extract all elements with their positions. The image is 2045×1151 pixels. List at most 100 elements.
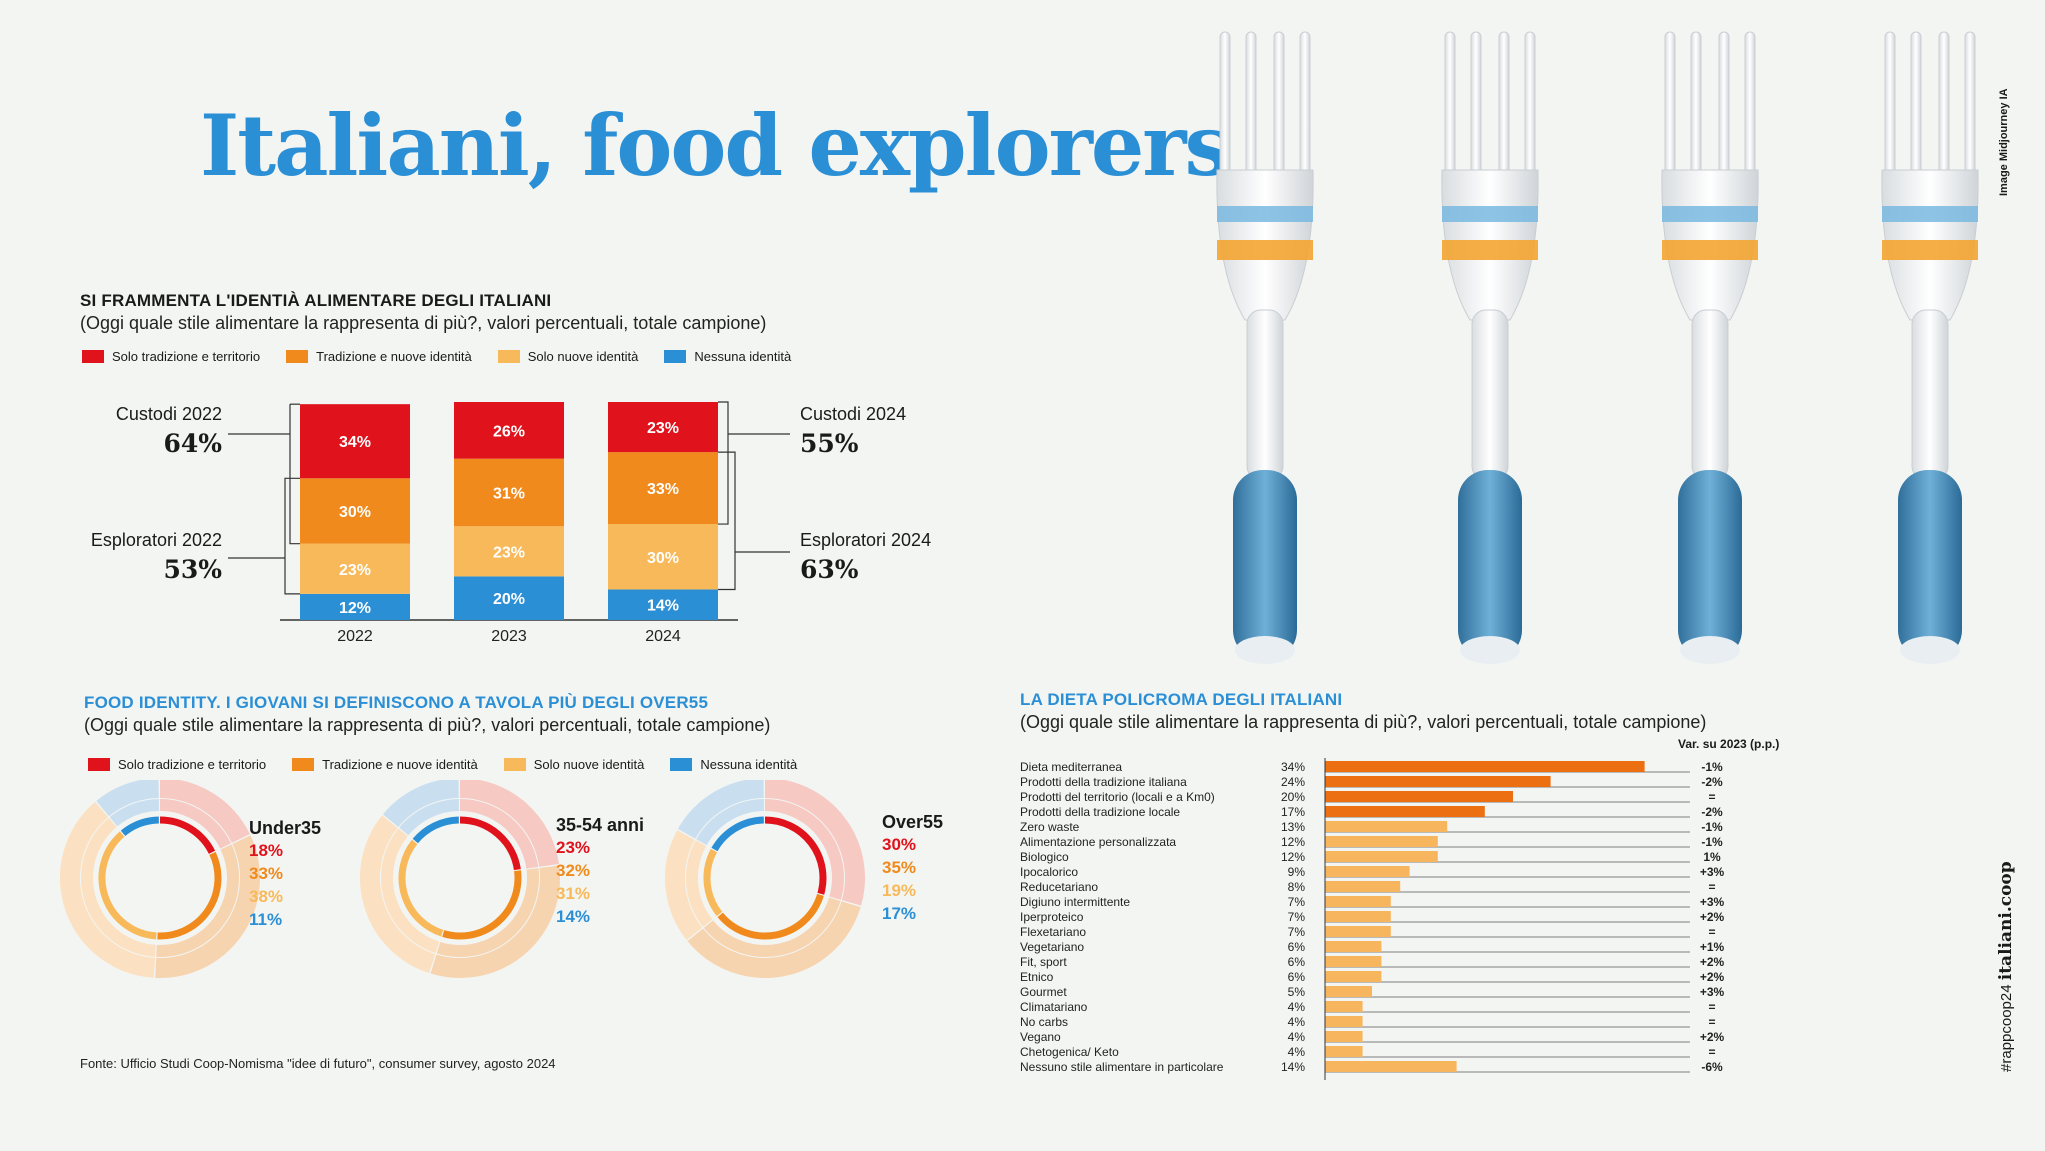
value-label: 8% xyxy=(1288,880,1306,894)
variation-label: -1% xyxy=(1701,760,1723,774)
bar-data-label: 23% xyxy=(339,562,371,579)
ring-segment xyxy=(764,816,827,895)
ring-segment xyxy=(159,816,216,854)
ring-segment-faint xyxy=(703,897,841,957)
hbar xyxy=(1325,1016,1363,1027)
bar-data-label: 33% xyxy=(647,481,679,498)
variation-label: +2% xyxy=(1700,1030,1725,1044)
legend-swatch-light-orange xyxy=(497,350,520,363)
ring-segment-faint xyxy=(430,865,560,978)
legend-swatch-blue xyxy=(670,758,693,771)
bar-segment xyxy=(608,589,718,620)
hbar xyxy=(1325,956,1382,967)
ring-segment-faint xyxy=(155,835,260,978)
hbar xyxy=(1325,911,1391,922)
ring-segment-faint xyxy=(436,868,539,957)
legend-item: Solo tradizione e territorio xyxy=(82,349,260,364)
ring-charts xyxy=(60,780,865,978)
ring-segment xyxy=(398,839,444,937)
hbar xyxy=(1325,836,1438,847)
ring-segment xyxy=(157,851,222,940)
legend-item: Nessuna identità xyxy=(664,349,791,364)
variation-label: 1% xyxy=(1703,850,1721,864)
variation-label: +1% xyxy=(1700,940,1725,954)
category-label: Iperproteico xyxy=(1020,910,1084,924)
image-credit: Image Midjourney IA xyxy=(1998,88,2010,196)
value-label: 12% xyxy=(1281,835,1305,849)
category-label: Digiuno intermittente xyxy=(1020,895,1130,909)
ring-segment-faint xyxy=(696,799,765,846)
variation-label: = xyxy=(1708,790,1715,804)
ring-segment xyxy=(459,816,521,871)
ring-segment xyxy=(717,893,824,940)
ring-value-label: 31% xyxy=(556,884,591,903)
variation-label: +3% xyxy=(1700,985,1725,999)
section1-legend: Solo tradizione e territorio Tradizione … xyxy=(82,349,791,364)
ring-legend-0: Under35 18% 33% 38% 11% xyxy=(249,818,321,931)
category-label: Prodotti della tradizione locale xyxy=(1020,805,1180,819)
ring-value-label: 32% xyxy=(556,861,591,880)
bar-segment xyxy=(454,402,564,459)
ring-segment-faint xyxy=(686,840,713,927)
bar-data-label: 14% xyxy=(647,598,679,615)
bar-data-label: 23% xyxy=(493,544,525,561)
legend-item: Tradizione e nuove identità xyxy=(292,757,478,772)
custodi-2024: Custodi 2024 55% xyxy=(800,404,907,458)
hbar xyxy=(1325,806,1485,817)
value-label: 24% xyxy=(1281,775,1305,789)
legend-item: Tradizione e nuove identità xyxy=(286,349,472,364)
variation-header: Var. su 2023 (p.p.) xyxy=(1678,737,1780,751)
variation-label: = xyxy=(1708,925,1715,939)
ring-group-name: Under35 xyxy=(249,818,322,838)
ring-segment-faint xyxy=(399,799,460,836)
legend-swatch-light-orange xyxy=(503,758,526,771)
legend-swatch-blue xyxy=(664,350,687,363)
variation-label: = xyxy=(1708,1045,1715,1059)
esploratori-2022: Esploratori 2022 53% xyxy=(90,530,222,584)
page-title: Italiani, food explorers xyxy=(200,96,1232,195)
x-tick-label: 2023 xyxy=(491,628,527,645)
bar-data-label: 34% xyxy=(339,434,371,451)
bar-data-label: 20% xyxy=(493,591,525,608)
bracket-line xyxy=(284,477,300,595)
site-link[interactable]: italiani.coop xyxy=(1996,861,2016,981)
value-label: 4% xyxy=(1288,1000,1306,1014)
hbar xyxy=(1325,881,1401,892)
ring-segment-faint xyxy=(96,780,160,817)
category-label: Prodotti del territorio (locali e a Km0) xyxy=(1020,790,1215,804)
variation-label: +2% xyxy=(1700,910,1725,924)
section2-legend: Solo tradizione e territorio Tradizione … xyxy=(88,757,797,772)
ring-value-label: 38% xyxy=(249,887,284,906)
horizontal-bar-chart: Dieta mediterranea 34% -1% Prodotti della t… xyxy=(1020,758,1725,1080)
ring-segment-faint xyxy=(81,817,156,957)
ring-legend-1: 35-54 anni 23% 32% 31% 14% xyxy=(556,815,644,928)
variation-label: -1% xyxy=(1701,835,1723,849)
ring-group-name: Over55 xyxy=(882,812,944,832)
section1-title: SI FRAMMENTA L'IDENTIÀ ALIMENTARE DEGLI … xyxy=(80,291,552,310)
value-label: 7% xyxy=(1288,925,1306,939)
bar-data-label: 31% xyxy=(493,485,525,502)
value-label: 34% xyxy=(1281,760,1305,774)
value-label: 12% xyxy=(1281,850,1305,864)
category-label: Climatariano xyxy=(1020,1000,1088,1014)
variation-label: +3% xyxy=(1700,865,1725,879)
legend-item: Nessuna identità xyxy=(670,757,797,772)
ring-value-label: 35% xyxy=(882,858,917,877)
value-label: 17% xyxy=(1281,805,1305,819)
bar-segment xyxy=(608,452,718,525)
variation-label: -2% xyxy=(1701,775,1723,789)
hbar xyxy=(1325,776,1551,787)
value-label: 20% xyxy=(1281,790,1305,804)
variation-label: +3% xyxy=(1700,895,1725,909)
bar-data-label: 12% xyxy=(339,600,371,617)
bar-segment xyxy=(300,404,410,479)
hbar xyxy=(1325,941,1382,952)
category-label: Nessuno stile alimentare in particolare xyxy=(1020,1060,1224,1074)
hbar xyxy=(1325,1061,1457,1072)
category-label: Reducetariano xyxy=(1020,880,1098,894)
bracket-line xyxy=(718,451,736,591)
category-label: Zero waste xyxy=(1020,820,1080,834)
hbar xyxy=(1325,926,1391,937)
source-note: Fonte: Ufficio Studi Coop-Nomisma "idee … xyxy=(80,1056,556,1071)
bar-segment xyxy=(454,526,564,577)
